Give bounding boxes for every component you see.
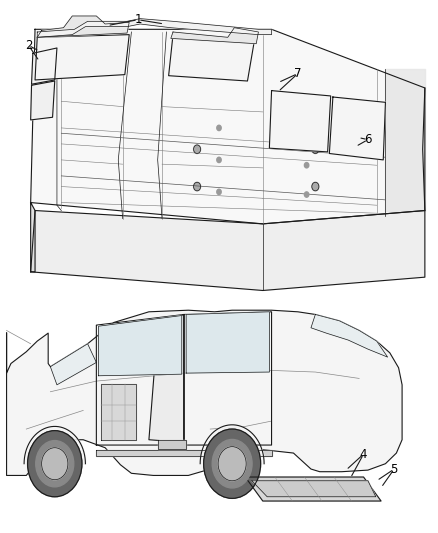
Polygon shape xyxy=(269,91,331,152)
Polygon shape xyxy=(186,312,269,373)
Circle shape xyxy=(36,441,74,487)
Circle shape xyxy=(304,192,309,197)
Polygon shape xyxy=(7,310,402,475)
Polygon shape xyxy=(101,384,136,440)
Polygon shape xyxy=(158,440,186,449)
Polygon shape xyxy=(32,48,57,84)
Text: 6: 6 xyxy=(364,133,372,146)
Circle shape xyxy=(194,182,201,191)
Polygon shape xyxy=(37,19,272,37)
Circle shape xyxy=(217,189,221,195)
Circle shape xyxy=(28,431,82,497)
Polygon shape xyxy=(31,29,425,224)
Circle shape xyxy=(312,182,319,191)
Circle shape xyxy=(217,157,221,163)
Polygon shape xyxy=(171,28,258,44)
Polygon shape xyxy=(37,16,129,37)
Circle shape xyxy=(204,429,261,498)
Circle shape xyxy=(42,448,68,480)
Polygon shape xyxy=(99,316,182,376)
Polygon shape xyxy=(245,477,381,501)
Polygon shape xyxy=(149,314,184,442)
Polygon shape xyxy=(311,314,388,357)
Circle shape xyxy=(304,163,309,168)
Polygon shape xyxy=(169,35,254,81)
Polygon shape xyxy=(31,203,35,272)
Circle shape xyxy=(218,447,246,481)
Circle shape xyxy=(312,145,319,154)
Text: 5: 5 xyxy=(391,463,398,475)
Text: 1: 1 xyxy=(134,13,142,26)
Polygon shape xyxy=(31,81,55,120)
Polygon shape xyxy=(35,35,129,80)
Text: 7: 7 xyxy=(294,67,302,80)
Polygon shape xyxy=(329,97,385,160)
Text: 4: 4 xyxy=(360,448,367,461)
Polygon shape xyxy=(252,481,376,497)
Circle shape xyxy=(304,131,309,136)
Text: 2: 2 xyxy=(25,39,32,52)
Circle shape xyxy=(217,125,221,131)
Polygon shape xyxy=(96,450,272,456)
Polygon shape xyxy=(50,344,96,385)
Circle shape xyxy=(194,145,201,154)
Circle shape xyxy=(212,439,252,488)
Polygon shape xyxy=(31,211,425,290)
